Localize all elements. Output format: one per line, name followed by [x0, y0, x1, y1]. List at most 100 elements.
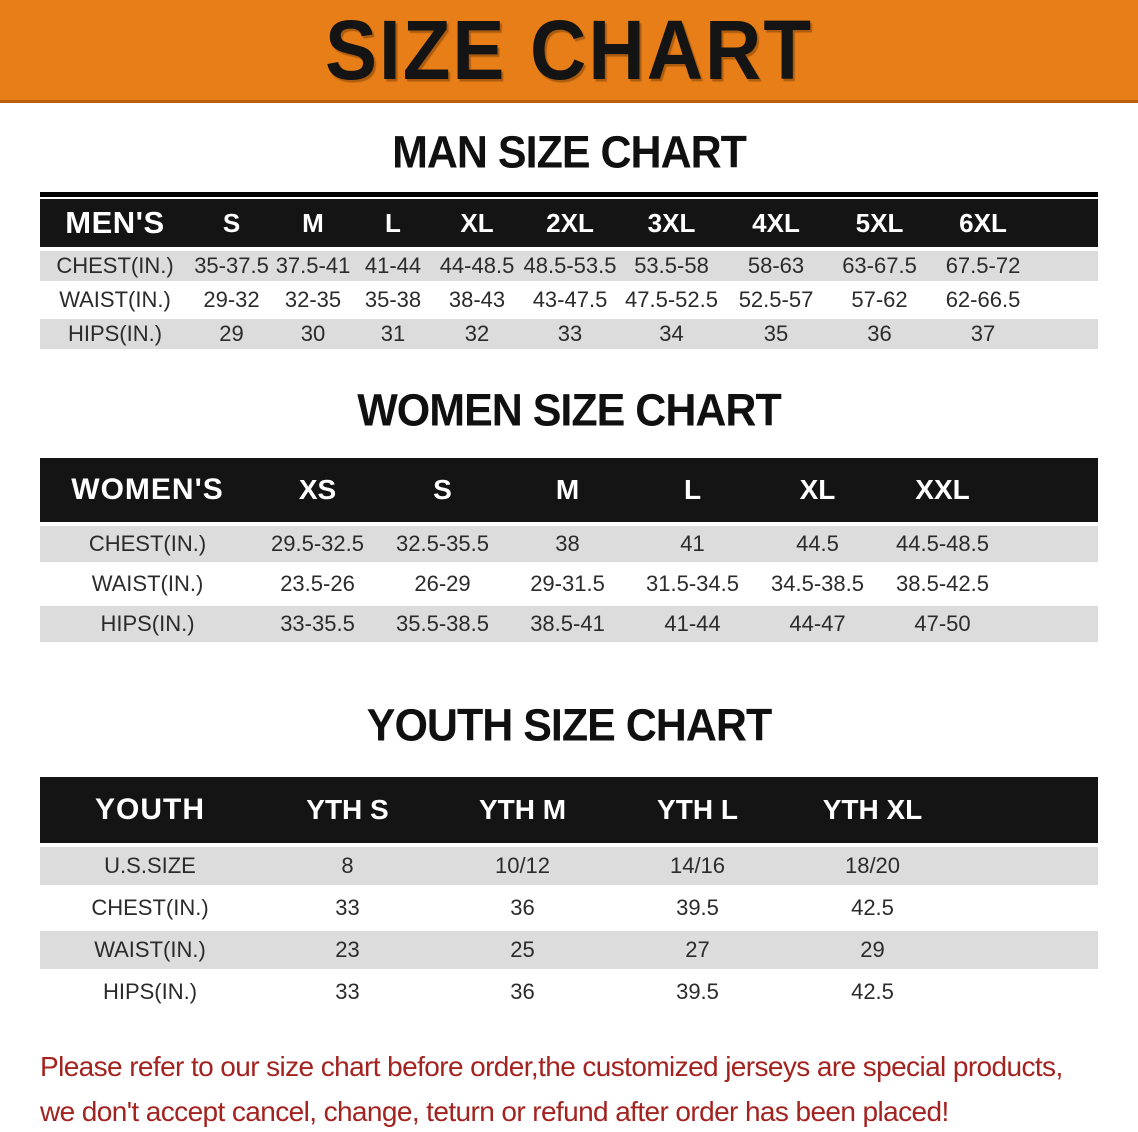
women-size-table: WOMEN'S XS S M L XL XXL CHEST(IN.) 29.5-…	[40, 458, 1098, 646]
women-table: WOMEN'S XS S M L XL XXL CHEST(IN.) 29.5-…	[40, 458, 1098, 646]
spacer-cell	[960, 889, 1098, 931]
size-cell: 25	[435, 931, 610, 973]
spacer-cell	[1005, 606, 1098, 646]
men-col-header: 2XL	[521, 199, 619, 247]
size-cell: 34	[619, 319, 724, 353]
size-cell: 41	[630, 522, 755, 566]
women-hips-row: HIPS(IN.) 33-35.5 35.5-38.5 38.5-41 41-4…	[40, 606, 1098, 646]
size-cell: 48.5-53.5	[521, 247, 619, 285]
size-cell: 29	[190, 319, 273, 353]
size-cell: 62-66.5	[931, 285, 1035, 319]
size-cell: 31	[353, 319, 433, 353]
women-col-header: M	[505, 458, 630, 522]
men-col-header: XL	[433, 199, 521, 247]
spacer-cell	[960, 843, 1098, 889]
spacer-cell	[960, 777, 1098, 843]
page-title: SIZE CHART	[325, 1, 813, 97]
youth-col-header: YTH M	[435, 777, 610, 843]
youth-header-row: YOUTH YTH S YTH M YTH L YTH XL	[40, 777, 1098, 843]
spacer-cell	[1005, 458, 1098, 522]
men-chest-row: CHEST(IN.) 35-37.5 37.5-41 41-44 44-48.5…	[40, 247, 1098, 285]
spacer-cell	[1005, 566, 1098, 606]
size-cell: 35	[724, 319, 828, 353]
men-section-heading: MAN SIZE CHART	[392, 127, 747, 179]
order-notice-line2: we don't accept cancel, change, teturn o…	[40, 1095, 949, 1127]
men-col-header: S	[190, 199, 273, 247]
size-cell: 36	[828, 319, 931, 353]
spacer-cell	[960, 973, 1098, 1015]
spacer-cell	[1035, 285, 1098, 319]
size-cell: 42.5	[785, 973, 960, 1015]
women-col-header: XS	[255, 458, 380, 522]
size-cell: 43-47.5	[521, 285, 619, 319]
youth-col-header: YTH L	[610, 777, 785, 843]
men-col-header: 6XL	[931, 199, 1035, 247]
women-col-header: L	[630, 458, 755, 522]
men-waist-row: WAIST(IN.) 29-32 32-35 35-38 38-43 43-47…	[40, 285, 1098, 319]
size-cell: 44.5-48.5	[880, 522, 1005, 566]
women-col-header: S	[380, 458, 505, 522]
size-cell: 36	[435, 973, 610, 1015]
size-cell: 44-48.5	[433, 247, 521, 285]
size-cell: 35.5-38.5	[380, 606, 505, 646]
women-col-header: XXL	[880, 458, 1005, 522]
row-label: CHEST(IN.)	[40, 247, 190, 285]
size-cell: 34.5-38.5	[755, 566, 880, 606]
row-label: CHEST(IN.)	[40, 522, 255, 566]
men-col-header: L	[353, 199, 433, 247]
row-label: CHEST(IN.)	[40, 889, 260, 931]
women-header-row: WOMEN'S XS S M L XL XXL	[40, 458, 1098, 522]
size-cell: 33	[260, 889, 435, 931]
size-cell: 41-44	[353, 247, 433, 285]
youth-ussize-row: U.S.SIZE 8 10/12 14/16 18/20	[40, 843, 1098, 889]
youth-table: YOUTH YTH S YTH M YTH L YTH XL U.S.SIZE …	[40, 777, 1098, 1015]
size-cell: 26-29	[380, 566, 505, 606]
spacer-cell	[1035, 319, 1098, 353]
size-cell: 32	[433, 319, 521, 353]
size-cell: 47-50	[880, 606, 1005, 646]
spacer-cell	[1035, 247, 1098, 285]
row-label: HIPS(IN.)	[40, 973, 260, 1015]
women-section-heading: WOMEN SIZE CHART	[357, 385, 782, 437]
size-cell: 52.5-57	[724, 285, 828, 319]
men-col-header: 5XL	[828, 199, 931, 247]
youth-section-heading: YOUTH SIZE CHART	[366, 700, 772, 752]
youth-table-label: YOUTH	[40, 777, 260, 843]
size-cell: 41-44	[630, 606, 755, 646]
men-table: MEN'S S M L XL 2XL 3XL 4XL 5XL 6XL CHEST…	[40, 199, 1098, 353]
size-cell: 38-43	[433, 285, 521, 319]
spacer-cell	[960, 931, 1098, 973]
size-cell: 27	[610, 931, 785, 973]
row-label: WAIST(IN.)	[40, 566, 255, 606]
men-col-header: M	[273, 199, 353, 247]
women-chest-row: CHEST(IN.) 29.5-32.5 32.5-35.5 38 41 44.…	[40, 522, 1098, 566]
size-cell: 44.5	[755, 522, 880, 566]
men-col-header: 3XL	[619, 199, 724, 247]
women-waist-row: WAIST(IN.) 23.5-26 26-29 29-31.5 31.5-34…	[40, 566, 1098, 606]
row-label: HIPS(IN.)	[40, 319, 190, 353]
youth-col-header: YTH XL	[785, 777, 960, 843]
youth-hips-row: HIPS(IN.) 33 36 39.5 42.5	[40, 973, 1098, 1015]
men-size-table: MEN'S S M L XL 2XL 3XL 4XL 5XL 6XL CHEST…	[40, 192, 1098, 353]
size-cell: 23	[260, 931, 435, 973]
size-cell: 33-35.5	[255, 606, 380, 646]
row-label: WAIST(IN.)	[40, 285, 190, 319]
size-cell: 37.5-41	[273, 247, 353, 285]
size-cell: 29.5-32.5	[255, 522, 380, 566]
size-chart-banner: SIZE CHART	[0, 0, 1138, 103]
size-cell: 33	[521, 319, 619, 353]
spacer-cell	[1005, 522, 1098, 566]
size-cell: 38	[505, 522, 630, 566]
youth-chest-row: CHEST(IN.) 33 36 39.5 42.5	[40, 889, 1098, 931]
size-cell: 33	[260, 973, 435, 1015]
men-table-label: MEN'S	[40, 199, 190, 247]
women-col-header: XL	[755, 458, 880, 522]
size-cell: 10/12	[435, 843, 610, 889]
women-table-label: WOMEN'S	[40, 458, 255, 522]
youth-size-table: YOUTH YTH S YTH M YTH L YTH XL U.S.SIZE …	[40, 777, 1098, 1015]
row-label: HIPS(IN.)	[40, 606, 255, 646]
size-cell: 14/16	[610, 843, 785, 889]
size-cell: 67.5-72	[931, 247, 1035, 285]
size-cell: 8	[260, 843, 435, 889]
size-cell: 30	[273, 319, 353, 353]
